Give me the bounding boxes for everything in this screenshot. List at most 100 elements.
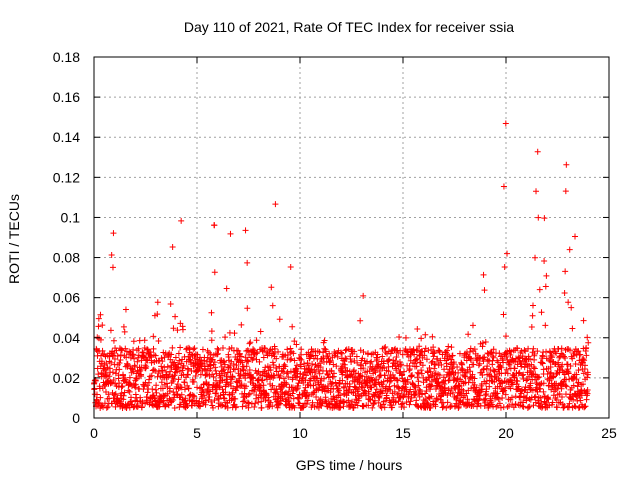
data-point xyxy=(289,390,296,397)
data-point xyxy=(575,348,582,355)
data-point xyxy=(245,358,252,365)
data-point xyxy=(402,334,409,341)
x-tick-label: 0 xyxy=(90,425,98,441)
data-point xyxy=(542,322,549,329)
data-point xyxy=(441,366,448,373)
data-point xyxy=(567,347,574,354)
data-point xyxy=(165,402,172,409)
data-point xyxy=(259,348,266,355)
data-point xyxy=(126,380,133,387)
data-point xyxy=(214,351,221,358)
data-point xyxy=(421,348,428,355)
data-point xyxy=(367,396,374,403)
data-point xyxy=(449,389,456,396)
data-point xyxy=(171,404,178,411)
data-point xyxy=(480,366,487,373)
data-point xyxy=(345,389,352,396)
data-point xyxy=(229,374,236,381)
data-point xyxy=(185,344,192,351)
data-point xyxy=(135,345,142,352)
data-point xyxy=(534,148,541,155)
data-point xyxy=(564,361,571,368)
data-point xyxy=(132,381,139,388)
data-point xyxy=(395,398,402,405)
data-point xyxy=(147,349,154,356)
data-point xyxy=(142,400,149,407)
data-point xyxy=(269,403,276,410)
data-point xyxy=(291,404,298,411)
data-point xyxy=(121,389,128,396)
data-point xyxy=(463,390,470,397)
data-point xyxy=(282,363,289,370)
data-point xyxy=(138,373,145,380)
data-point xyxy=(150,366,157,373)
data-point xyxy=(443,363,450,370)
data-point xyxy=(341,398,348,405)
data-point xyxy=(337,404,344,411)
data-point xyxy=(440,374,447,381)
data-point xyxy=(206,381,213,388)
data-point xyxy=(214,350,221,357)
data-point xyxy=(430,376,437,383)
data-point xyxy=(406,401,413,408)
data-point xyxy=(496,400,503,407)
data-point xyxy=(172,313,179,320)
data-point xyxy=(495,396,502,403)
data-point xyxy=(227,362,234,369)
data-point xyxy=(325,374,332,381)
chart-title: Day 110 of 2021, Rate Of TEC Index for r… xyxy=(184,19,514,35)
data-point xyxy=(382,343,389,350)
data-point xyxy=(369,404,376,411)
data-point xyxy=(308,366,315,373)
data-point xyxy=(462,373,469,380)
data-point xyxy=(337,349,344,356)
data-point xyxy=(522,348,529,355)
data-point xyxy=(333,363,340,370)
data-point xyxy=(214,345,221,352)
data-point xyxy=(251,404,258,411)
data-point xyxy=(222,389,229,396)
data-point xyxy=(93,346,100,353)
data-point xyxy=(419,362,426,369)
y-tick-label: 0.18 xyxy=(53,49,80,65)
data-point xyxy=(387,350,394,357)
data-point xyxy=(532,254,539,261)
data-point xyxy=(155,368,162,375)
data-point xyxy=(116,380,123,387)
data-point xyxy=(208,309,215,316)
data-point xyxy=(221,361,228,368)
data-point xyxy=(269,359,276,366)
data-point xyxy=(141,383,148,390)
data-point xyxy=(522,383,529,390)
data-point xyxy=(554,404,561,411)
data-point xyxy=(530,302,537,309)
data-point xyxy=(511,365,518,372)
data-point xyxy=(491,368,498,375)
data-point xyxy=(570,382,577,389)
data-point xyxy=(393,354,400,360)
data-point xyxy=(508,357,515,364)
data-point xyxy=(409,372,416,379)
data-point xyxy=(250,355,257,362)
data-point xyxy=(316,360,323,367)
data-point xyxy=(262,397,269,404)
data-point xyxy=(373,376,380,383)
y-tick-label: 0.1 xyxy=(61,209,81,225)
data-point xyxy=(293,365,300,372)
data-point xyxy=(290,395,297,402)
data-point xyxy=(99,347,106,354)
data-point xyxy=(523,397,530,404)
data-point xyxy=(93,391,100,398)
data-point xyxy=(438,361,445,368)
data-point xyxy=(197,371,204,378)
data-point xyxy=(243,363,250,370)
data-point xyxy=(287,345,294,352)
data-points xyxy=(91,120,592,411)
data-point xyxy=(161,393,168,400)
data-point xyxy=(575,404,582,411)
data-point xyxy=(316,370,323,377)
data-point xyxy=(128,365,135,372)
data-point xyxy=(364,382,371,389)
data-point xyxy=(291,338,298,345)
data-point xyxy=(328,381,335,388)
